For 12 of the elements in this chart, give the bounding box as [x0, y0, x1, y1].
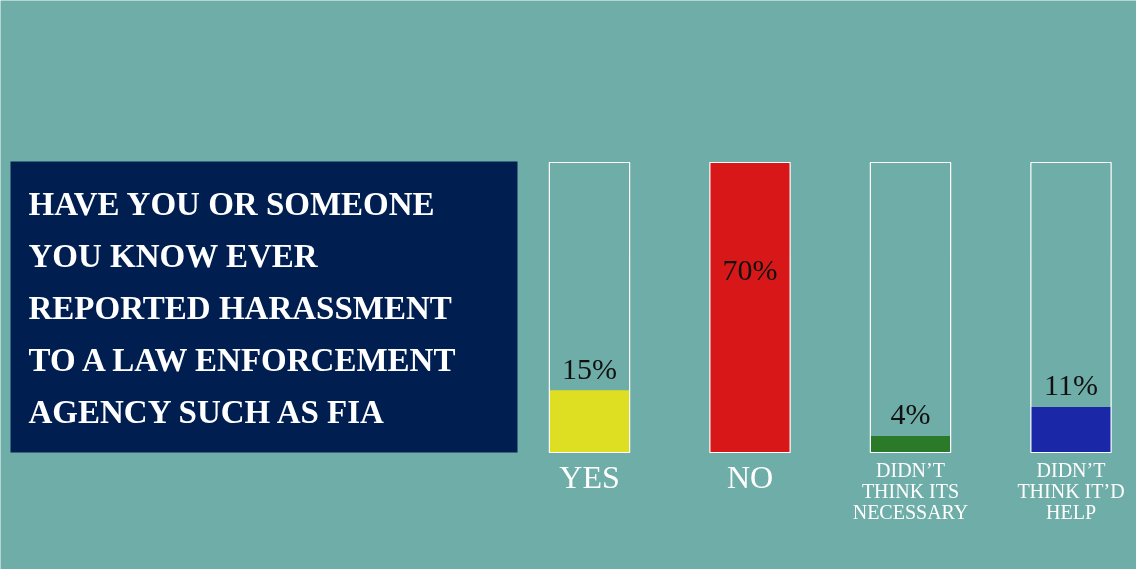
bar	[549, 390, 630, 453]
data-label: 11%	[1044, 368, 1098, 402]
x-tick-label: NO	[726, 458, 774, 495]
bar	[1030, 406, 1112, 453]
x-tick-label: YES	[559, 458, 620, 495]
data-label: 70%	[722, 253, 778, 287]
data-label: 15%	[562, 351, 617, 385]
x-tick-label: DIDN’T THINK IT’D HELP	[1017, 458, 1125, 523]
x-tick-label: DIDN’T THINK ITS NECESSARY	[852, 458, 969, 523]
text: HAVE YOU OR SOMEONE YOU KNOW EVER REPORTED HARASSMENT TO A LAW ENFORCEMENT AGENCY SUCH AS FIA	[28, 185, 456, 431]
data-label: 4%	[890, 397, 931, 431]
bar	[870, 435, 951, 453]
